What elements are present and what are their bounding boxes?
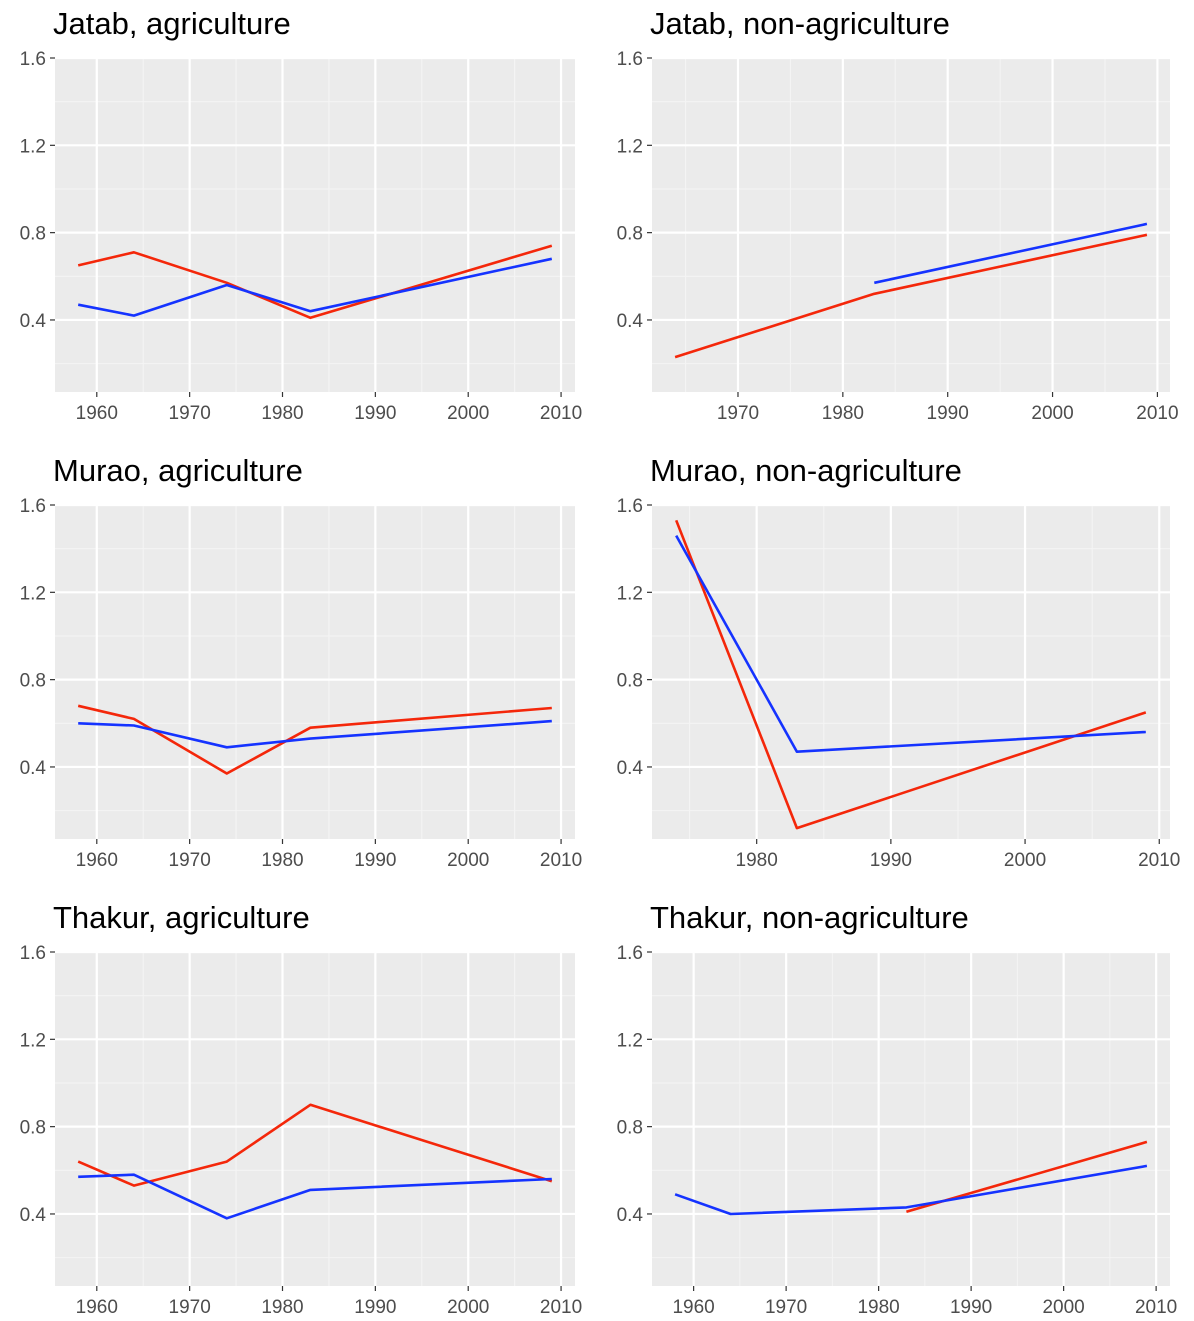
x-tick-label-1990: 1990 [354, 403, 396, 424]
y-tick-label-1-6: 1.6 [20, 49, 46, 70]
x-tick-label-1970: 1970 [717, 403, 759, 424]
series-line-red [77, 1103, 553, 1187]
x-tick-label-1990: 1990 [354, 850, 396, 871]
x-tick-label-2000: 2000 [447, 1297, 489, 1318]
panel-title-jatab-non-agriculture: Jatab, non-agriculture [650, 6, 950, 41]
x-tick-label-2000: 2000 [447, 403, 489, 424]
panel-title-thakur-non-agriculture: Thakur, non-agriculture [650, 900, 969, 935]
y-tick-label-1-2: 1.2 [617, 1030, 643, 1051]
y-tick-label-0-8: 0.8 [617, 671, 643, 692]
plot-background [652, 952, 1170, 1286]
x-tick-label-1980: 1980 [261, 850, 303, 871]
x-tick-label-2000: 2000 [1031, 403, 1073, 424]
plot-background [55, 952, 575, 1286]
y-tick-label-1-2: 1.2 [20, 583, 46, 604]
panel-thakur-agriculture: 1960 1970 1980 1990 2000 2010 0.4 0.8 1.2 1.6 Thak… [20, 900, 583, 1318]
panel-jatab-agriculture: 1960 1970 1980 1990 2000 2010 0.4 0.8 1.2 1.6 Jata… [20, 6, 583, 424]
x-tick-label-2010: 2010 [1135, 1297, 1177, 1318]
x-tick-label-2000: 2000 [1004, 850, 1046, 871]
x-tick-label-1970: 1970 [169, 1297, 211, 1318]
x-tick-label-1980: 1980 [261, 1297, 303, 1318]
x-tick-label-2010: 2010 [540, 850, 582, 871]
x-tick-label-1990: 1990 [950, 1297, 992, 1318]
y-tick-label-0-8: 0.8 [617, 1118, 643, 1139]
series-line-red [77, 704, 552, 775]
x-tick-label-2010: 2010 [1136, 403, 1178, 424]
y-tick-label-1-2: 1.2 [20, 136, 46, 157]
panel-murao-non-agriculture: 1980 1990 2000 2010 0.4 0.8 1.2 1.6 Murao, non-a… [617, 453, 1181, 871]
panel-thakur-non-agriculture: 1960 1970 1980 1990 2000 2010 0.4 0.8 1.2 1.6 Thak… [617, 900, 1178, 1318]
y-tick-label-0-4: 0.4 [617, 311, 644, 332]
plot-background [652, 58, 1170, 392]
series-line-blue [874, 222, 1148, 285]
x-tick-label-1970: 1970 [765, 1297, 807, 1318]
y-tick-label-0-4: 0.4 [617, 758, 644, 779]
x-tick-label-2000: 2000 [1042, 1297, 1084, 1318]
y-tick-label-1-6: 1.6 [617, 496, 643, 517]
y-tick-label-1-6: 1.6 [20, 943, 46, 964]
x-tick-label-1960: 1960 [672, 1297, 714, 1318]
y-tick-label-0-4: 0.4 [20, 311, 47, 332]
plot-background [652, 505, 1170, 839]
series-line-red [674, 519, 1147, 830]
x-tick-label-2010: 2010 [1138, 850, 1180, 871]
series-line-blue [674, 1164, 1148, 1216]
x-tick-label-1960: 1960 [76, 850, 118, 871]
series-line-red [674, 233, 1148, 359]
plot-background [55, 58, 575, 392]
x-tick-label-1990: 1990 [354, 1297, 396, 1318]
plot-background [55, 505, 575, 839]
x-tick-label-1990: 1990 [870, 850, 912, 871]
y-tick-label-0-4: 0.4 [20, 758, 47, 779]
y-tick-label-1-6: 1.6 [617, 943, 643, 964]
x-tick-label-1990: 1990 [927, 403, 969, 424]
y-tick-label-0-8: 0.8 [617, 224, 643, 245]
y-tick-label-0-4: 0.4 [617, 1205, 644, 1226]
x-tick-label-1970: 1970 [169, 850, 211, 871]
series-line-blue [78, 719, 552, 749]
panel-title-thakur-agriculture: Thakur, agriculture [53, 900, 310, 935]
panel-jatab-non-agriculture: 1970 1980 1990 2000 2010 0.4 0.8 1.2 1.6 Jatab, n… [617, 6, 1179, 424]
x-tick-label-1980: 1980 [857, 1297, 899, 1318]
x-tick-label-2000: 2000 [447, 850, 489, 871]
y-tick-label-1-2: 1.2 [617, 136, 643, 157]
series-line-blue [78, 1173, 552, 1220]
panel-title-jatab-agriculture: Jatab, agriculture [53, 6, 291, 41]
series-line-blue [675, 534, 1146, 754]
x-tick-label-2010: 2010 [540, 1297, 582, 1318]
y-tick-label-0-8: 0.8 [20, 224, 46, 245]
y-tick-label-1-6: 1.6 [617, 49, 643, 70]
x-tick-label-1960: 1960 [76, 403, 118, 424]
panel-title-murao-agriculture: Murao, agriculture [53, 453, 303, 488]
panel-murao-agriculture: 1960 1970 1980 1990 2000 2010 0.4 0.8 1.2 1.6 Mura… [20, 453, 583, 871]
x-tick-label-1980: 1980 [736, 850, 778, 871]
y-tick-label-1-2: 1.2 [617, 583, 643, 604]
y-tick-label-0-8: 0.8 [20, 671, 46, 692]
panel-title-murao-non-agriculture: Murao, non-agriculture [650, 453, 962, 488]
x-tick-label-2010: 2010 [540, 403, 582, 424]
series-line-blue [77, 257, 553, 317]
x-tick-label-1980: 1980 [261, 403, 303, 424]
y-tick-label-0-4: 0.4 [20, 1205, 47, 1226]
y-tick-label-0-8: 0.8 [20, 1118, 46, 1139]
x-tick-label-1960: 1960 [76, 1297, 118, 1318]
y-tick-label-1-2: 1.2 [20, 1030, 46, 1051]
x-tick-label-1980: 1980 [822, 403, 864, 424]
y-tick-label-1-6: 1.6 [20, 496, 46, 517]
x-tick-label-1970: 1970 [169, 403, 211, 424]
